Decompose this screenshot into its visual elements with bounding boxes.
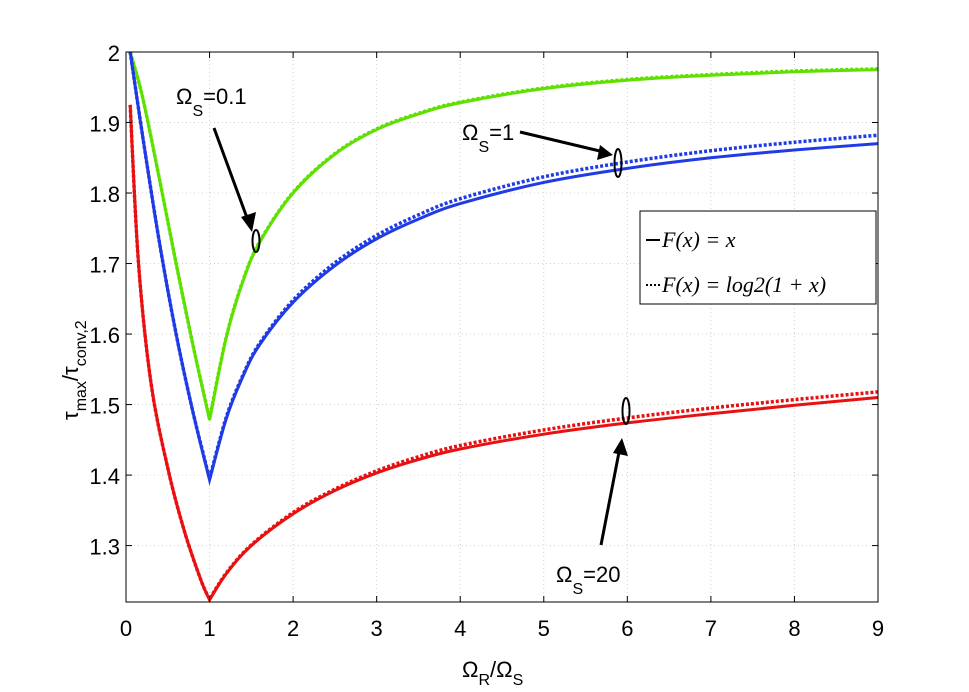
annotation-arrowhead bbox=[613, 438, 628, 456]
annotation-omega-1: ΩS=1 bbox=[462, 120, 623, 178]
x-tick-label: 7 bbox=[705, 616, 717, 641]
legend: F(x) = x F(x) = log2(1 + x) bbox=[639, 210, 877, 305]
annotation-marker bbox=[621, 397, 631, 425]
annotation-label: ΩS=1 bbox=[462, 120, 514, 156]
x-tick-label: 9 bbox=[872, 616, 884, 641]
series-line-3 bbox=[128, 51, 879, 486]
annotation-arrow bbox=[519, 130, 605, 154]
y-tick-label: 1.5 bbox=[89, 394, 120, 419]
y-tick-label: 1.7 bbox=[89, 253, 120, 278]
annotation-label: ΩS=20 bbox=[556, 562, 620, 598]
x-tick-label: 8 bbox=[788, 616, 800, 641]
annotation-arrowhead bbox=[241, 212, 256, 232]
x-tick-label: 3 bbox=[371, 616, 383, 641]
x-tick-label: 1 bbox=[203, 616, 215, 641]
y-tick-label: 1.9 bbox=[89, 112, 120, 137]
x-tick-label: 5 bbox=[538, 616, 550, 641]
x-tick-label: 0 bbox=[120, 616, 132, 641]
annotation-marker bbox=[251, 229, 261, 253]
x-axis-label: ΩR/ΩS bbox=[462, 657, 523, 689]
annotation-arrow bbox=[212, 127, 252, 227]
legend-entry-log: F(x) = log2(1 + x) bbox=[661, 272, 826, 297]
annotation-label: ΩS=0.1 bbox=[176, 84, 247, 120]
series-line-5 bbox=[128, 104, 879, 603]
series-group bbox=[128, 51, 879, 604]
annotation-marker bbox=[613, 148, 623, 178]
ticks: 0 1 2 3 4 5 6 7 8 9 1.3 1.4 1.5 1.6 1.7 1.8 1.9 2 bbox=[89, 41, 884, 641]
y-tick-label: 1.6 bbox=[89, 323, 120, 348]
x-tick-label: 4 bbox=[454, 616, 466, 641]
legend-entry-linear: F(x) = x bbox=[661, 227, 736, 252]
y-axis-label: τmax/τconv,2 bbox=[58, 320, 90, 420]
y-tick-label: 1.8 bbox=[89, 182, 120, 207]
annotation-arrow bbox=[599, 446, 622, 546]
y-tick-label: 1.4 bbox=[89, 464, 120, 489]
series-line-1 bbox=[128, 51, 879, 420]
plot-frame bbox=[125, 51, 879, 603]
y-tick-label: 2 bbox=[108, 41, 120, 66]
y-tick-label: 1.3 bbox=[89, 535, 120, 560]
annotation-omega-0-1: ΩS=0.1 bbox=[176, 84, 261, 253]
annotation-omega-20: ΩS=20 bbox=[556, 397, 631, 598]
legend-box bbox=[639, 210, 877, 305]
x-tick-label: 6 bbox=[621, 616, 633, 641]
x-tick-label: 2 bbox=[287, 616, 299, 641]
annotation-arrowhead bbox=[597, 145, 613, 160]
